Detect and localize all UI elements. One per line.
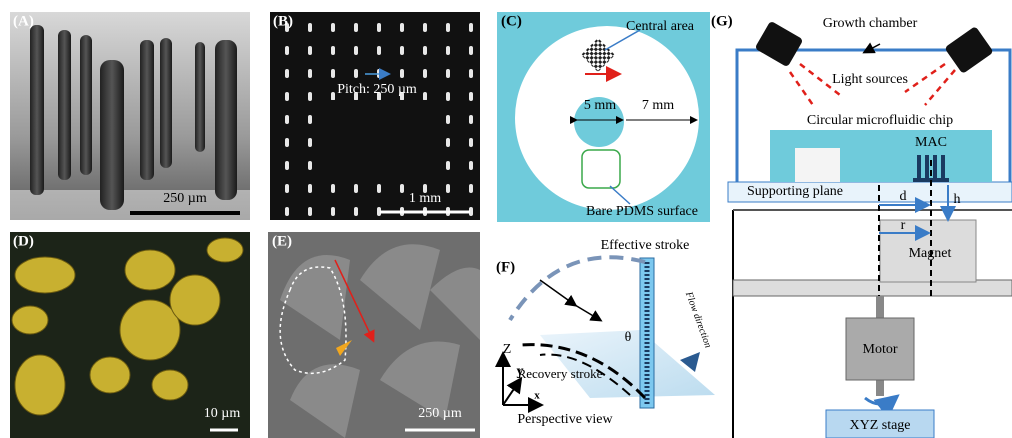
- panel-label: (G): [711, 13, 733, 29]
- magnet-label: Magnet: [909, 246, 952, 261]
- panel-label: (F): [496, 259, 515, 275]
- chamber-label: Growth chamber: [823, 16, 918, 31]
- theta-label: θ: [625, 330, 632, 345]
- axis-x: x: [534, 390, 540, 402]
- motor-label: Motor: [863, 342, 898, 357]
- d-label: d: [900, 189, 907, 204]
- inner-dia: 5 mm: [584, 98, 616, 113]
- panel-c: Central area 5 mm 7 mm Bare PDMS surface…: [497, 12, 710, 222]
- cells: [11, 237, 244, 416]
- r-label: r: [901, 218, 906, 233]
- bare-label: Bare PDMS surface: [586, 204, 698, 219]
- panel-f: Effective stroke θ Recovery stroke Z y x…: [495, 238, 715, 427]
- scale-label: 250 µm: [418, 406, 462, 421]
- pitch-label: Pitch: 250 µm: [337, 82, 417, 97]
- recovery-label: Recovery stroke: [518, 366, 603, 381]
- central-label: Central area: [626, 19, 695, 34]
- panel-e: 250 µm (E): [268, 232, 480, 438]
- light-label: Light sources: [832, 72, 908, 87]
- panel-label: (D): [13, 233, 34, 249]
- ring-width: 7 mm: [642, 98, 674, 113]
- panel-b: Pitch: 250 µm 1 mm (B): [270, 12, 480, 220]
- panel-g: Growth chamber Light sources Circular mi…: [711, 13, 1012, 438]
- mac-label: MAC: [915, 135, 947, 150]
- panel-label: (B): [273, 13, 293, 29]
- scale-label: 1 mm: [409, 191, 441, 206]
- panel-label: (E): [272, 233, 292, 249]
- scale-label: 250 µm: [163, 191, 207, 206]
- flow-label: Flow direction: [683, 289, 714, 349]
- panel-label: (C): [501, 13, 522, 29]
- stage-label: XYZ stage: [849, 418, 910, 433]
- axis-z: Z: [503, 342, 512, 357]
- panel-label: (A): [13, 13, 34, 29]
- effective-label: Effective stroke: [601, 238, 690, 253]
- panel-a: 250 µm (A): [10, 12, 250, 220]
- lamps: [756, 22, 993, 73]
- pillars: [30, 25, 237, 210]
- plane-label: Supporting plane: [747, 184, 843, 199]
- panel-d: 10 µm (D): [10, 232, 250, 438]
- scallops: [280, 244, 480, 438]
- h-label: h: [954, 192, 961, 207]
- view-label: Perspective view: [517, 412, 613, 427]
- axis-y: y: [517, 364, 524, 379]
- scale-label: 10 µm: [204, 406, 241, 421]
- chip-label: Circular microfluidic chip: [807, 113, 953, 128]
- sem-image: [10, 12, 250, 220]
